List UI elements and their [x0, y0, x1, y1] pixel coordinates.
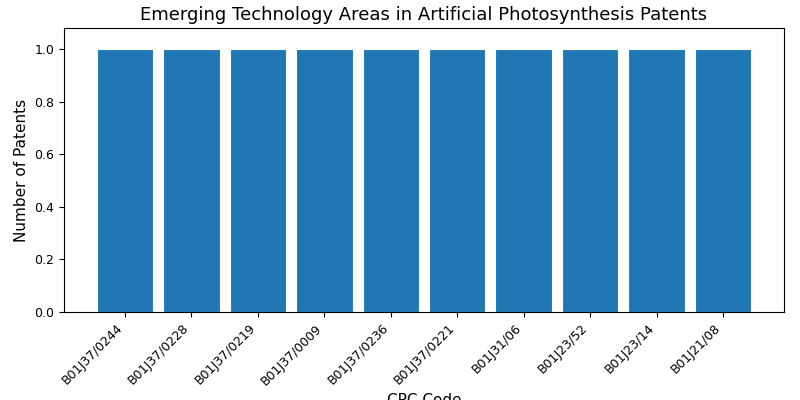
- Bar: [97, 49, 154, 312]
- Bar: [230, 49, 286, 312]
- Bar: [694, 49, 751, 312]
- Bar: [495, 49, 552, 312]
- X-axis label: CPC Code: CPC Code: [386, 393, 462, 400]
- Bar: [296, 49, 353, 312]
- Y-axis label: Number of Patents: Number of Patents: [14, 98, 29, 242]
- Bar: [362, 49, 419, 312]
- Bar: [628, 49, 685, 312]
- Title: Emerging Technology Areas in Artificial Photosynthesis Patents: Emerging Technology Areas in Artificial …: [141, 6, 707, 24]
- Bar: [429, 49, 486, 312]
- Bar: [562, 49, 618, 312]
- Bar: [163, 49, 220, 312]
